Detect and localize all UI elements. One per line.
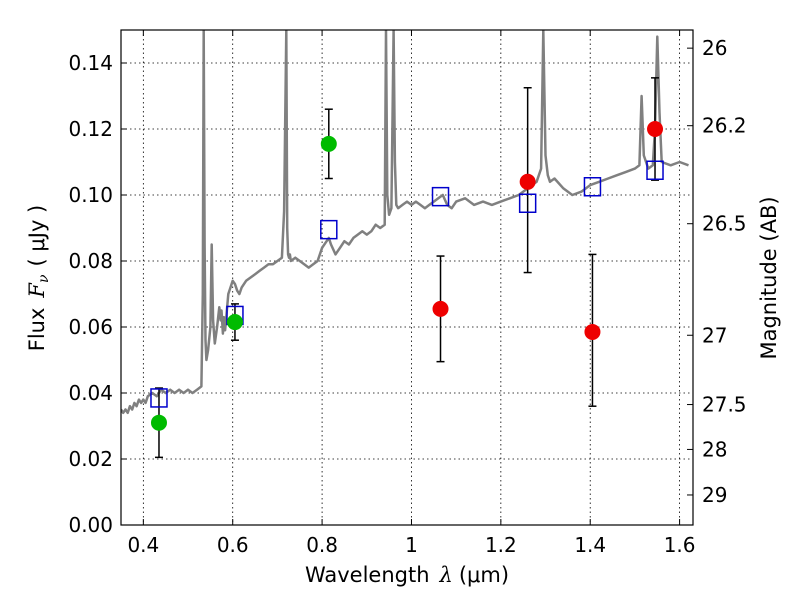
sed-model-line (121, 30, 689, 415)
x-tick-label: 1.4 (574, 533, 606, 557)
model-photometry-square (150, 388, 168, 408)
observed-nir-point (432, 300, 449, 317)
y-tick-label: 0.04 (68, 381, 113, 405)
observed-optical-point (320, 135, 337, 152)
plot-frame (120, 29, 694, 526)
y-tick-label: 0.10 (68, 183, 113, 207)
observed-optical-point (150, 414, 167, 431)
y-tick-label: 0.06 (68, 315, 113, 339)
plot-area (121, 30, 693, 525)
data-layer (121, 30, 689, 459)
y2-tick-label: 27.5 (702, 393, 747, 417)
y2-tick-label: 26 (702, 36, 727, 60)
y2-tick-label: 27 (702, 323, 727, 347)
x-axis-label: Wavelength λ (μm) (305, 563, 509, 587)
x-tick-label: 0.4 (127, 533, 159, 557)
y2-axis-label: Magnitude (AB) (757, 196, 781, 359)
x-tick-label: 0.8 (306, 533, 338, 557)
model-photometry-square (646, 160, 664, 180)
y-tick-label: 0.02 (68, 447, 113, 471)
y2-tick-label: 29 (702, 483, 727, 507)
y-tick-label: 0.14 (68, 51, 113, 75)
model-photometry-square (583, 177, 602, 197)
y-tick-label: 0.00 (68, 513, 113, 537)
y-axis-label: FluxFν( μJy ) (25, 205, 52, 351)
y2-tick-label: 26.5 (702, 212, 747, 236)
y2-tick-label: 28 (702, 437, 727, 461)
x-tick-label: 1.2 (485, 533, 517, 557)
y-tick-label: 0.08 (68, 249, 113, 273)
y-tick-label: 0.12 (68, 117, 113, 141)
observed-nir-point (519, 173, 536, 190)
observed-nir-point (584, 323, 601, 340)
y2-tick-label: 26.2 (702, 114, 747, 138)
observed-optical-point (226, 314, 243, 331)
observed-nir-point (647, 121, 664, 137)
x-tick-label: 1 (405, 533, 418, 557)
model-photometry-square (431, 186, 450, 207)
x-tick-label: 1.6 (664, 533, 696, 557)
model-photometry-square (320, 219, 338, 240)
model-photometry-square (518, 193, 537, 213)
x-tick-label: 0.6 (217, 533, 249, 557)
axis-ticks: 0.4 0.6 0.8 1 1.2 1.4 1.6 0.00 0.02 0.04 0.06 0.08 0… (68, 30, 747, 557)
